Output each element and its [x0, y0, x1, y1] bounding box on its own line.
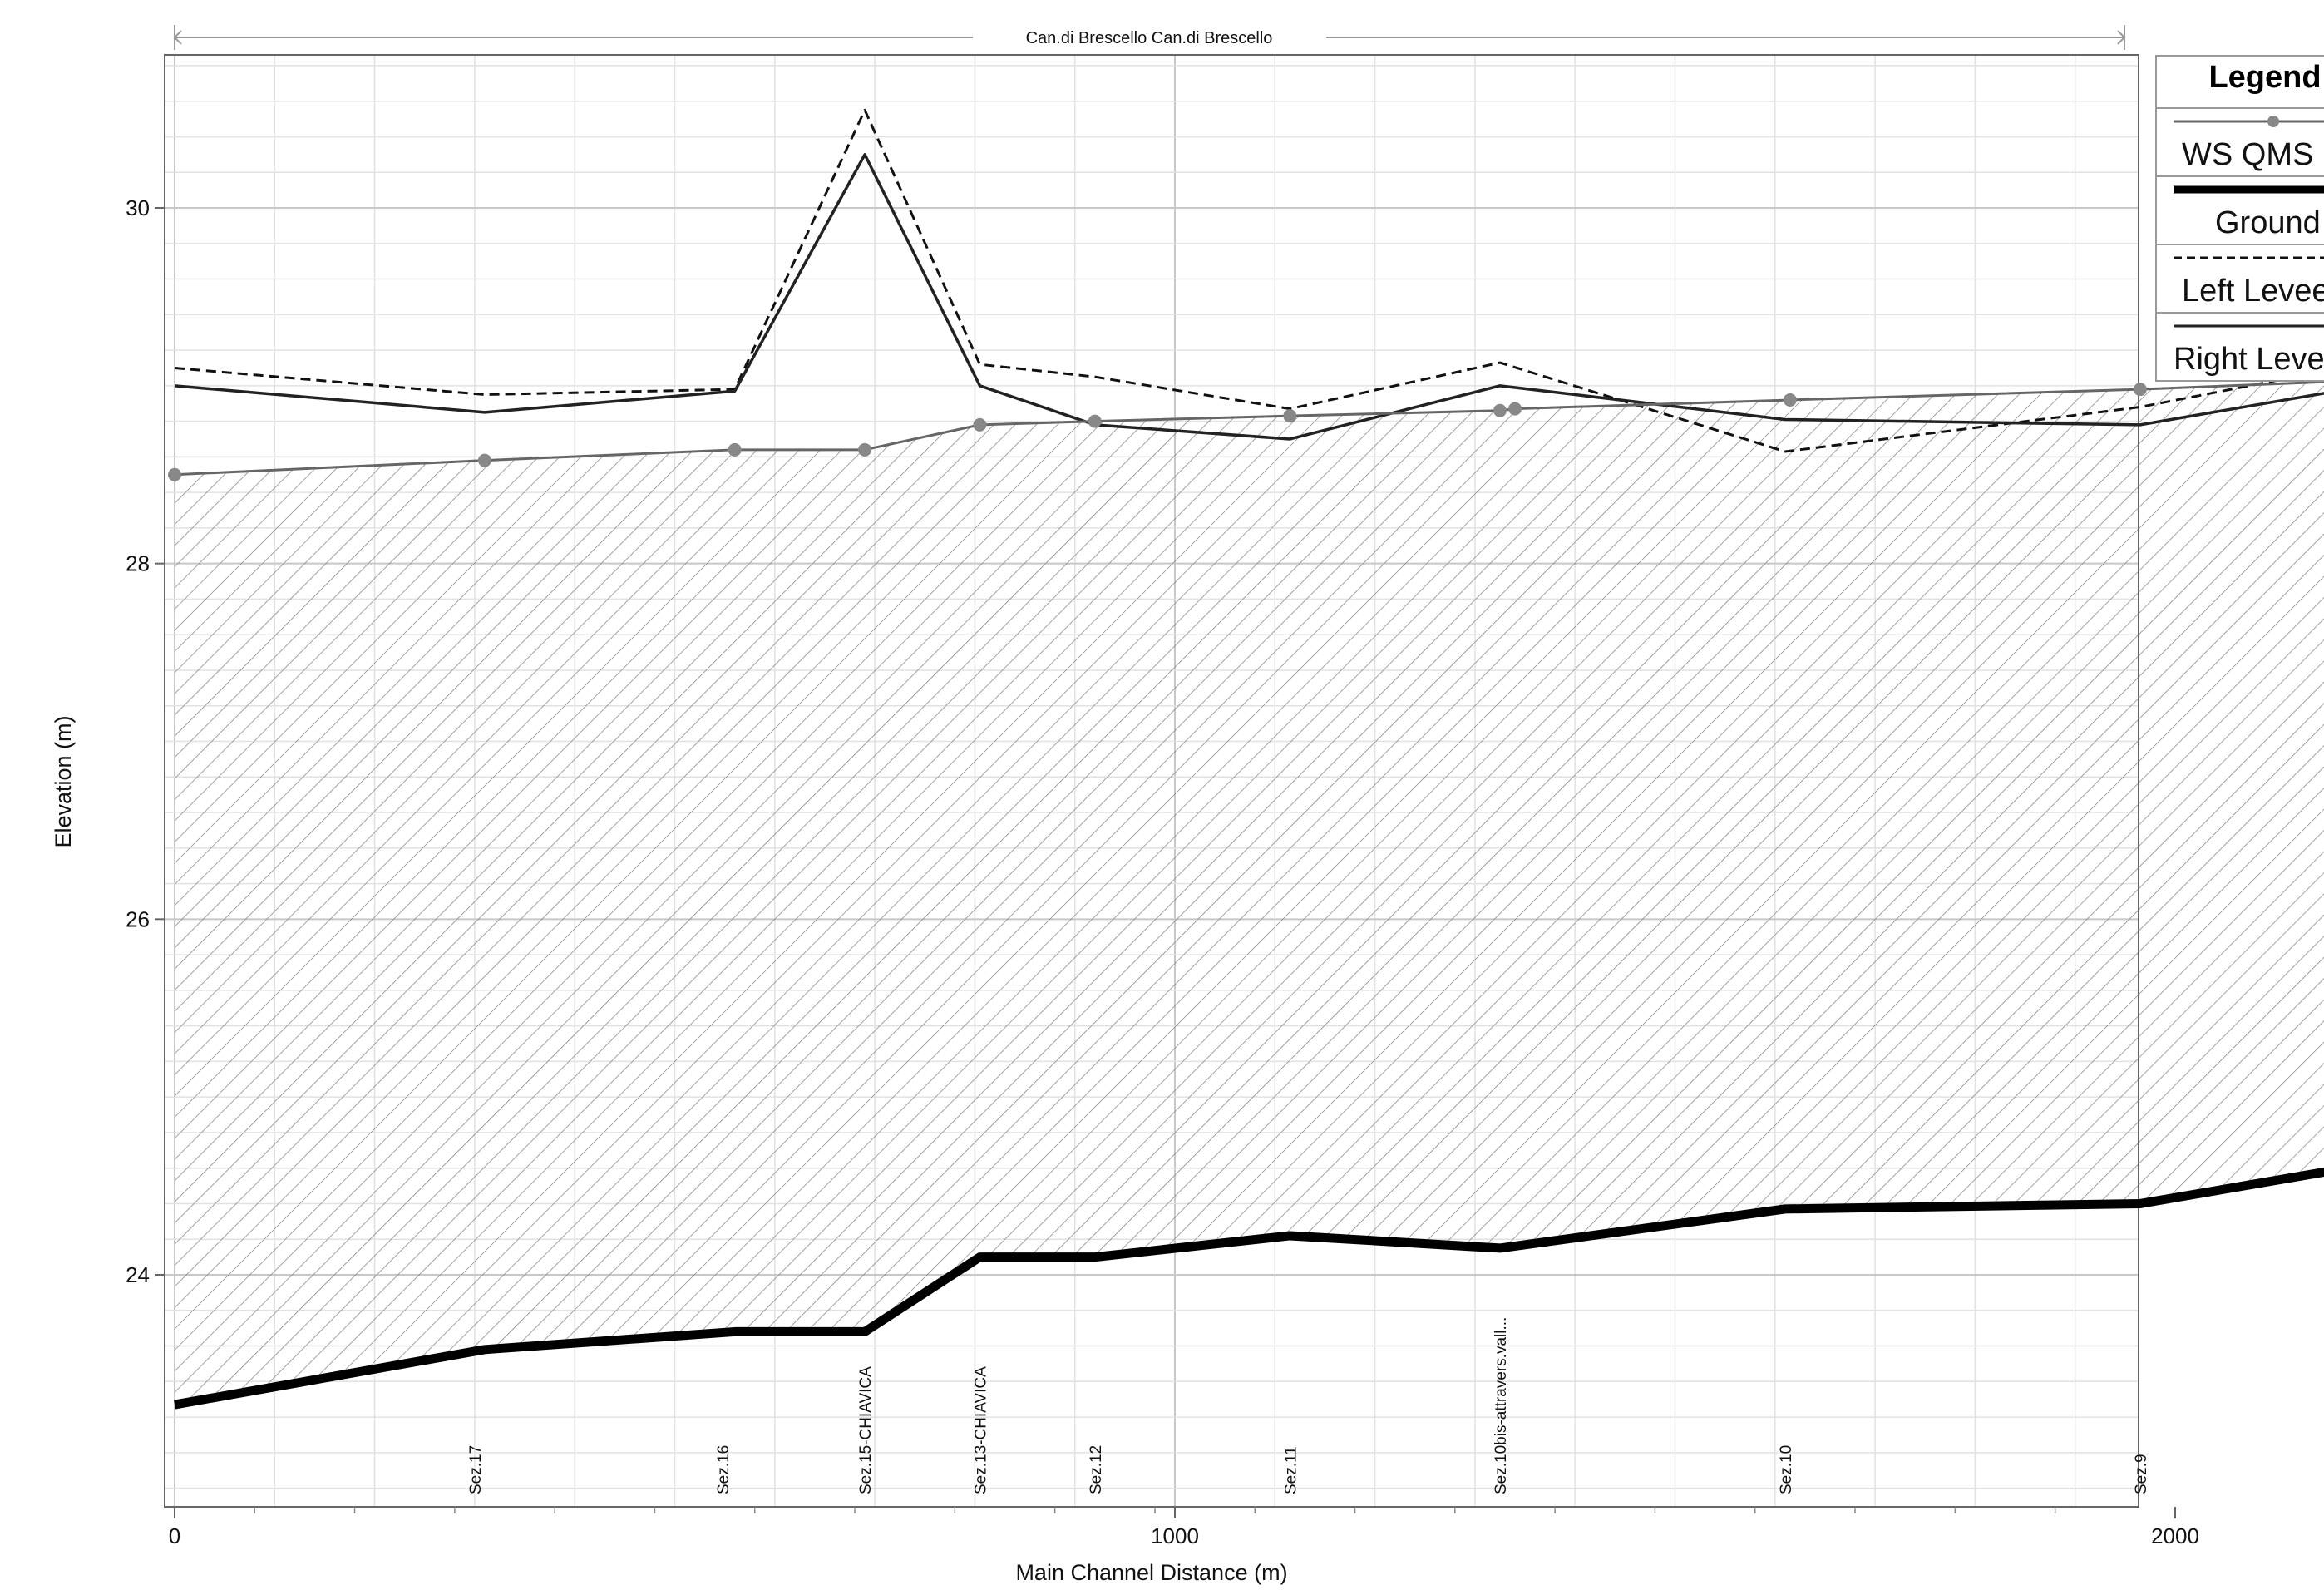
- section-label: Sez.13-CHIAVICA: [972, 1366, 989, 1494]
- legend-title: Legend: [2157, 57, 2324, 109]
- legend-ws-label: WS QMS: [2182, 137, 2314, 172]
- y-tick-label: 30: [126, 195, 150, 220]
- legend-entry-right-levee: Right Levee: [2157, 314, 2324, 380]
- legend-left-levee-symbol: [2174, 256, 2324, 259]
- ws-point: [728, 442, 742, 457]
- plot-frame: [164, 54, 2139, 1508]
- ws-point: [1493, 403, 1507, 417]
- y-tick-label: 28: [126, 551, 150, 576]
- series-line-left-levee: [174, 108, 2324, 453]
- series-line-ground: [174, 1167, 2324, 1410]
- x-tick-label: 2000: [2151, 1523, 2199, 1548]
- legend-ws-symbol: [2174, 116, 2324, 127]
- section-labels: Sez.17 Sez.16 Sez.15-CHIAVICA Sez.13-CHIAVI…: [467, 1317, 2150, 1494]
- x-tick-label: 0: [169, 1523, 180, 1548]
- section-label: Sez.16: [715, 1445, 733, 1494]
- section-label: Sez.15-CHIAVICA: [857, 1366, 875, 1494]
- ws-point: [1088, 414, 1102, 428]
- section-label: Sez.12: [1088, 1445, 1105, 1494]
- x-tick-label: 1000: [1151, 1523, 1199, 1548]
- legend-right-levee-symbol: [2174, 324, 2324, 328]
- flow-area-hatch: [175, 382, 2324, 1405]
- ws-point: [1783, 393, 1797, 407]
- chart-title: Can.di Brescello Can.di Brescello: [1026, 29, 1273, 47]
- section-label: Sez.10bis-attravers.vall...: [1493, 1317, 1510, 1494]
- section-label: Sez.9: [2133, 1454, 2150, 1494]
- ws-point: [477, 453, 491, 467]
- axis-ticks: 010002000300024262830: [126, 195, 2199, 1548]
- hatched-area: [175, 382, 2324, 1405]
- y-tick-label: 24: [126, 1262, 150, 1287]
- ws-point: [858, 442, 872, 457]
- legend-entry-left-levee: Left Levee: [2157, 245, 2324, 314]
- legend-ground-symbol: [2174, 185, 2324, 194]
- ws-point: [1508, 402, 1522, 416]
- legend-right-levee-label: Right Levee: [2174, 342, 2324, 377]
- series-lines: [168, 108, 2324, 1410]
- legend-left-levee-label: Left Levee: [2182, 274, 2324, 309]
- section-label: Sez.11: [1282, 1446, 1300, 1494]
- legend-entry-ws: WS QMS: [2157, 109, 2324, 177]
- legend: Legend WS QMS Ground Left Levee Right Le…: [2155, 55, 2324, 382]
- y-tick-label: 26: [126, 906, 150, 931]
- ws-point: [973, 417, 987, 432]
- section-label: Sez.17: [467, 1445, 485, 1494]
- ws-point: [2133, 383, 2147, 397]
- legend-entry-ground: Ground: [2157, 177, 2324, 245]
- ws-point: [1283, 409, 1297, 423]
- series-line-right-levee: [174, 153, 2324, 441]
- legend-ground-label: Ground: [2215, 205, 2321, 240]
- y-axis-label: Elevation (m): [51, 715, 76, 847]
- title-banner: Can.di Brescello Can.di Brescello: [173, 25, 2126, 50]
- ws-point: [168, 467, 181, 481]
- section-label: Sez.10: [1778, 1445, 1795, 1494]
- x-axis-label: Main Channel Distance (m): [1015, 1560, 1287, 1585]
